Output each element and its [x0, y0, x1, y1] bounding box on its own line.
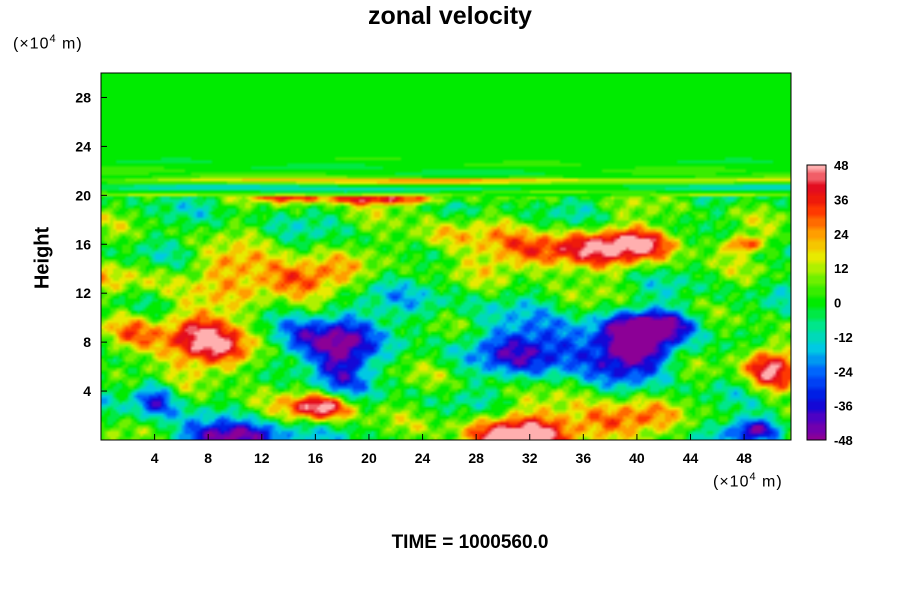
x-axis-ticks: 4 8 12 16 20 24 28 32 36 40 44 48: [151, 434, 752, 466]
colorbar-tick-label: -12: [834, 330, 853, 345]
x-tick-label: 36: [576, 450, 592, 466]
x-tick-label: 4: [151, 450, 159, 466]
chart-title: zonal velocity: [368, 2, 532, 30]
x-tick-label: 40: [629, 450, 645, 466]
colorbar-tick-label: -48: [834, 433, 853, 448]
y-axis-ticks: 4 8 12 16 20 24 28: [75, 89, 107, 399]
colorbar-frame: [806, 164, 827, 441]
colorbar-tick-label: -36: [834, 399, 853, 414]
plot-frame: [100, 72, 792, 441]
x-tick-label: 8: [204, 450, 212, 466]
x-tick-label: 24: [415, 450, 431, 466]
time-label: TIME = 1000560.0: [391, 532, 549, 553]
colorbar: [807, 165, 826, 440]
colorbar-tick-label: 24: [834, 227, 849, 242]
y-tick-label: 28: [75, 89, 91, 105]
colorbar-tick-label: -24: [834, 364, 854, 379]
y-axis-unit: (×104 m): [13, 33, 83, 53]
colorbar-tick-label: 36: [834, 192, 848, 207]
y-tick-label: 24: [75, 138, 91, 154]
x-tick-label: 48: [736, 450, 752, 466]
y-tick-label: 20: [75, 187, 91, 203]
x-axis-unit: (×104 m): [713, 471, 783, 491]
heatmap-field: [101, 73, 791, 440]
x-tick-label: 44: [683, 450, 699, 466]
y-tick-label: 8: [83, 334, 91, 350]
colorbar-tick-label: 0: [834, 296, 841, 311]
x-tick-label: 32: [522, 450, 538, 466]
x-tick-label: 28: [468, 450, 484, 466]
y-tick-label: 4: [83, 383, 91, 399]
colorbar-ticks: 48 36 24 12 0 -12 -24 -36 -48: [834, 158, 854, 448]
y-tick-label: 16: [75, 236, 91, 252]
x-tick-label: 20: [361, 450, 377, 466]
colorbar-tick-label: 48: [834, 158, 848, 173]
x-tick-label: 12: [254, 450, 270, 466]
y-tick-label: 12: [75, 285, 91, 301]
x-tick-label: 16: [308, 450, 324, 466]
colorbar-tick-label: 12: [834, 261, 848, 276]
